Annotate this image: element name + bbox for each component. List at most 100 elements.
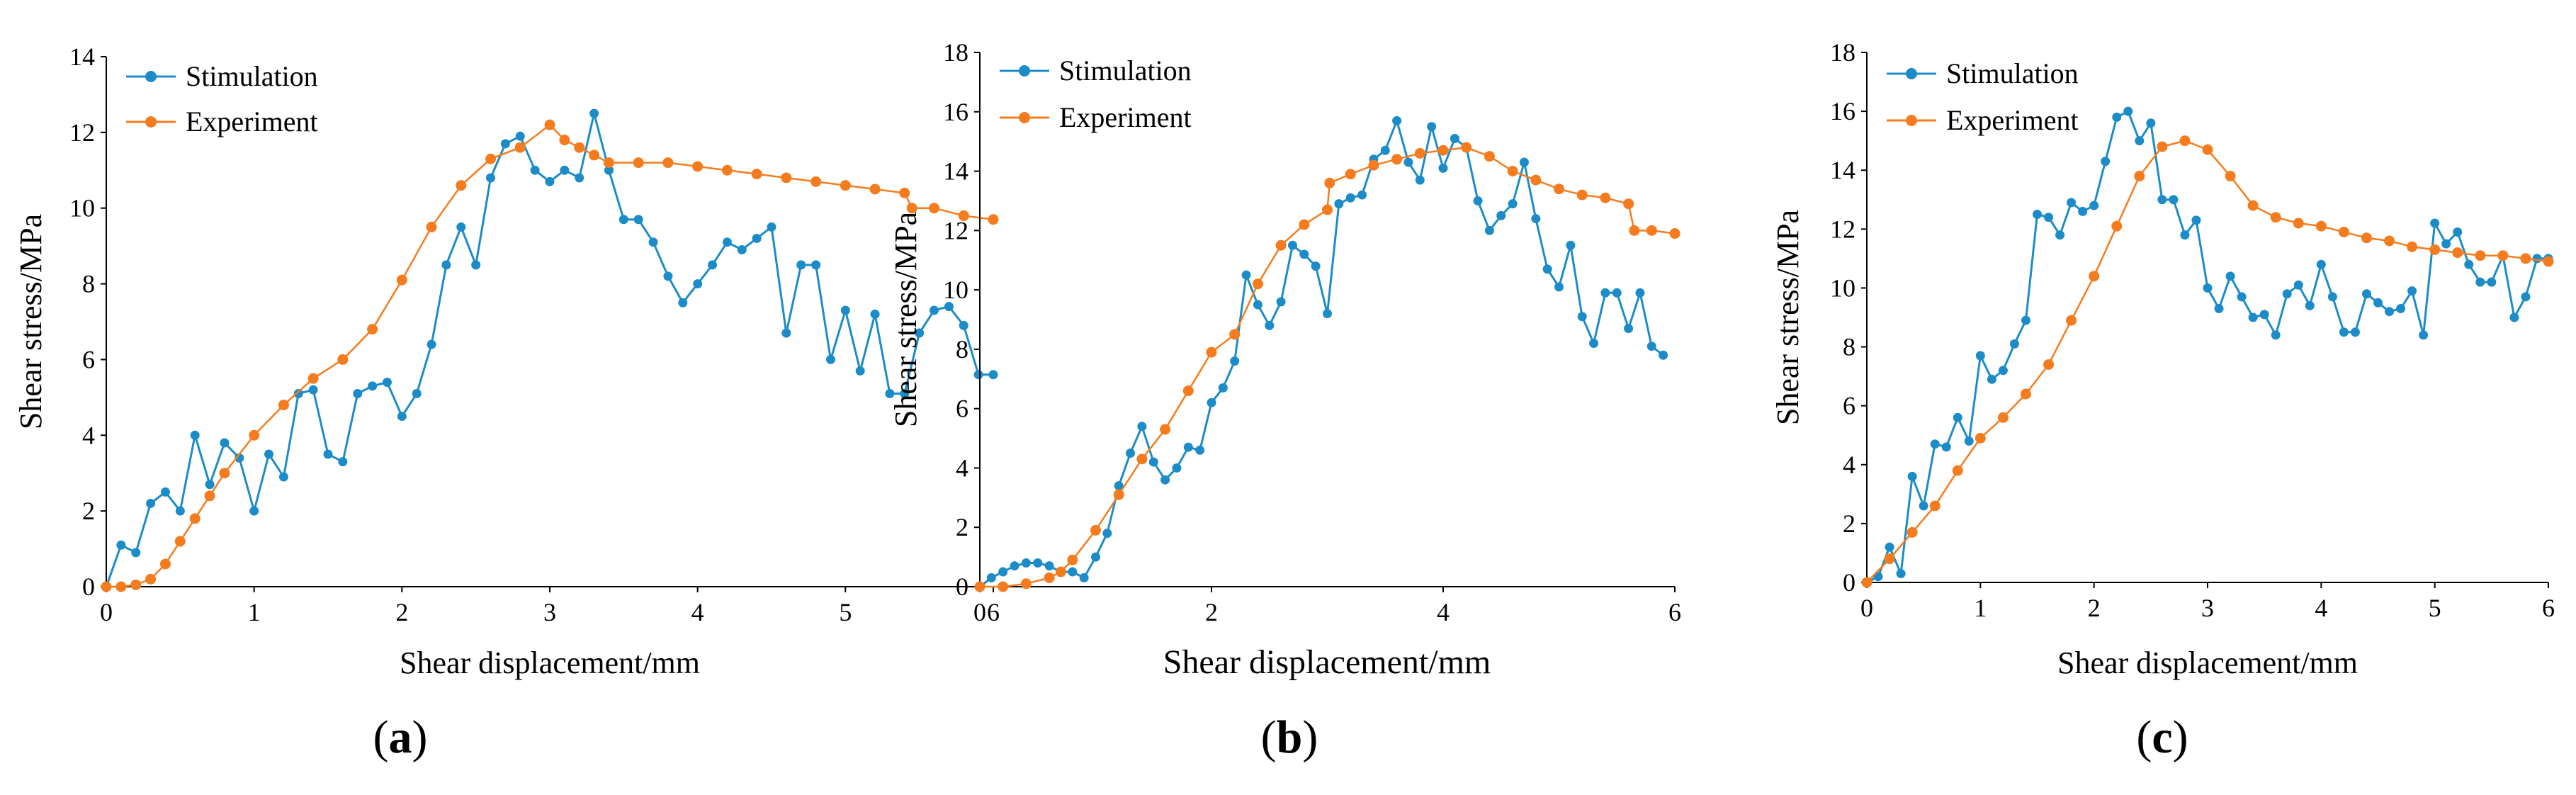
stimulation-point [2180,230,2190,240]
stimulation-point [2089,201,2099,210]
x-tick-label: 1 [248,598,261,626]
panel-a: Shear displacement/mm Shear stress/MPa (… [13,43,1000,763]
y-tick-label: 12 [943,216,968,244]
x-tick-label: 6 [1668,598,1681,626]
experiment-point [751,169,762,180]
stimulation-point [986,573,996,582]
stimulation-point [840,305,850,315]
stimulation-point [870,309,880,319]
stimulation-point [796,260,806,270]
stimulation-point [486,173,496,183]
stimulation-point [1635,288,1645,298]
experiment-point [1861,577,1872,588]
experiment-point [2089,271,2100,282]
experiment-point [2361,232,2372,244]
stimulation-point [2373,298,2383,308]
experiment-point [219,468,230,479]
stimulation-point [1473,196,1483,205]
stimulation-point [885,389,895,399]
experiment-point [130,579,142,590]
panel-c: Shear displacement/mm Shear stress/MPa (… [1770,38,2555,763]
experiment-point [2384,235,2395,247]
x-tick-label: 4 [1437,598,1450,626]
stimulation-point [456,222,466,232]
stimulation-point [2282,289,2292,299]
stimulation-point [900,389,910,399]
experiment-point [692,161,704,172]
stimulation-point [618,215,628,225]
panel-label: (c) [2136,711,2188,763]
panel-b: Shear displacement/mm Shear stress/MPa (… [888,38,1681,763]
stimulation-point [2430,218,2440,228]
experiment-point [1929,500,1941,512]
stimulation-point [604,165,614,175]
experiment-point [2020,388,2031,400]
stimulation-point [2146,118,2156,128]
stimulation-point [1126,449,1136,458]
stimulation-point [1519,157,1529,167]
stimulation-point [930,305,939,315]
stimulation-point [471,260,481,270]
y-tick-label: 10 [69,194,95,222]
stimulation-point [2169,195,2179,205]
stimulation-point [382,377,392,387]
experiment-point [2475,250,2486,261]
stimulation-point [397,412,407,422]
experiment-point [869,184,881,195]
stimulation-point [1010,561,1019,571]
stimulation-point [515,131,525,141]
stimulation-point [368,381,378,391]
stimulation-point [2327,292,2337,302]
stimulation-point [1230,356,1240,366]
stimulation-point [1896,569,1906,579]
stimulation-point [1612,288,1622,298]
stimulation-point [2419,330,2429,340]
stimulation-point [2385,307,2395,317]
experiment-point [662,157,674,169]
experiment-point [1113,489,1124,500]
stimulation-point [1357,190,1367,200]
stimulation-point [988,370,998,380]
experiment-point [337,354,349,365]
stimulation-point [2248,312,2258,322]
stimulation-point [2453,227,2463,237]
stimulation-point [1600,288,1610,298]
y-axis-title: Shear stress/MPa [13,214,48,429]
stimulation-point [293,389,303,399]
stimulation-point [2521,292,2531,302]
stimulation-point [2067,198,2077,208]
stimulation-point [678,298,688,308]
stimulation-point [722,237,732,247]
experiment-point [1055,566,1066,577]
stimulation-point [2464,259,2474,269]
x-axis-title: Shear displacement/mm [1163,643,1491,681]
experiment-point [1090,524,1101,536]
experiment-point [2452,247,2463,259]
experiment-point [307,373,319,384]
stimulation-point [175,506,185,516]
experiment-point [367,324,378,335]
stimulation-point [2203,283,2213,293]
y-tick-label: 6 [956,395,968,423]
stimulation-point [2361,289,2371,299]
stimulation-point [2475,277,2485,287]
stimulation-point [2123,106,2133,116]
experiment-point [559,135,570,146]
legend-experiment-label: Experiment [186,106,318,137]
experiment-point [1629,225,1640,236]
stimulation-point [338,457,348,467]
y-tick-label: 18 [1830,38,1855,67]
y-tick-label: 8 [82,270,95,298]
experiment-point [396,274,407,286]
experiment-point [1020,578,1032,590]
experiment-point [2247,200,2259,211]
experiment-point [2293,218,2304,229]
stimulation-point [1044,561,1054,571]
experiment-point [2043,359,2055,370]
experiment-point [1206,346,1217,358]
stimulation-point [2112,112,2122,122]
experiment-point [1136,453,1148,465]
experiment-point [1160,424,1171,435]
stimulation-point [264,449,274,459]
experiment-point [1414,147,1425,159]
